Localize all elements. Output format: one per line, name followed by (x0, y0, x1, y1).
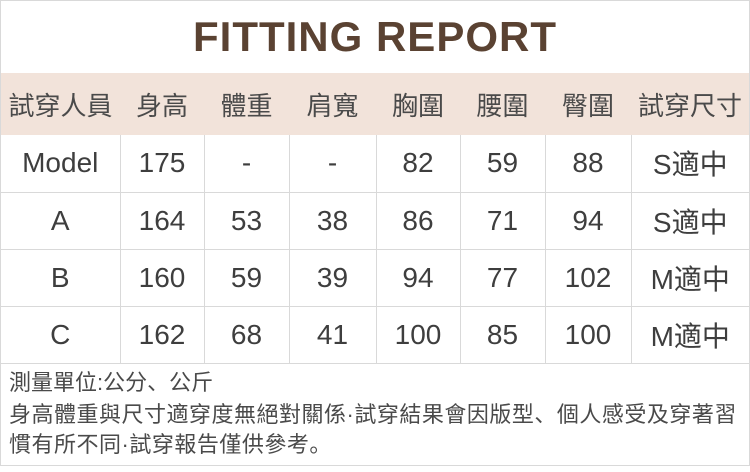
cell-shoulder: - (288, 135, 376, 192)
cell-shoulder: 38 (288, 191, 376, 249)
cell-shoulder: 39 (288, 248, 376, 306)
cell-height: 175 (119, 135, 204, 192)
cell-hip: 94 (544, 191, 631, 249)
measurement-unit-note: 測量單位:公分、公斤 (9, 370, 214, 395)
footer-notes: 測量單位:公分、公斤 身高體重與尺寸適穿度無絕對關係·試穿結果會因版型、個人感受… (1, 363, 749, 460)
header-hip: 臀圍 (545, 73, 631, 135)
header-tester: 試穿人員 (1, 73, 120, 135)
header-waist: 腰圍 (460, 73, 545, 135)
fitting-disclaimer: 身高體重與尺寸適穿度無絕對關係·試穿結果會因版型、個人感受及穿著習慣有所不同·試… (9, 402, 737, 457)
cell-tester: Model (22, 147, 99, 179)
cell-weight: 68 (203, 305, 289, 363)
cell-hip: 100 (544, 305, 631, 363)
cell-hip: 102 (544, 248, 631, 306)
cell-tester: C (1, 305, 120, 363)
cell-waist: 71 (459, 191, 545, 249)
page-title: FITTING REPORT (193, 13, 557, 60)
cell-tester: A (1, 191, 120, 249)
cell-weight: - (203, 135, 289, 192)
cell-height: 162 (119, 305, 204, 363)
header-fit-size: 試穿尺寸 (631, 73, 749, 135)
cell-height: 164 (119, 191, 204, 249)
cell-shoulder: 41 (288, 305, 376, 363)
header-bust: 胸圍 (376, 73, 460, 135)
cell-fit-size: S適中 (630, 135, 749, 192)
table-row-b: B 160 59 39 94 77 102 M適中 (1, 248, 749, 306)
cell-bust: 82 (375, 135, 460, 192)
cell-tester: B (1, 248, 120, 306)
cell-hip: 88 (544, 135, 631, 192)
table-row-model: Model 175 - - 82 59 88 S適中 (1, 135, 749, 192)
fitting-table: 試穿人員 身高 體重 肩寬 胸圍 腰圍 臀圍 試穿尺寸 Model 175 - … (1, 73, 749, 363)
table-row-c: C 162 68 41 100 85 100 M適中 (1, 305, 749, 363)
title-bar: FITTING REPORT (1, 1, 749, 73)
cell-bust: 100 (375, 305, 460, 363)
cell-waist: 85 (459, 305, 545, 363)
cell-height: 160 (119, 248, 204, 306)
cell-fit-size: M適中 (630, 248, 749, 306)
cell-weight: 59 (203, 248, 289, 306)
cell-bust: 86 (375, 191, 460, 249)
cell-weight: 53 (203, 191, 289, 249)
table-header-row: 試穿人員 身高 體重 肩寬 胸圍 腰圍 臀圍 試穿尺寸 (1, 73, 749, 135)
cell-waist: 59 (459, 135, 545, 192)
cell-bust: 94 (375, 248, 460, 306)
cell-waist: 77 (459, 248, 545, 306)
cell-fit-size: M適中 (630, 305, 749, 363)
cell-fit-size: S適中 (630, 191, 749, 249)
table-row-a: A 164 53 38 86 71 94 S適中 (1, 191, 749, 249)
header-weight: 體重 (204, 73, 289, 135)
header-shoulder: 肩寬 (289, 73, 376, 135)
header-height: 身高 (120, 73, 204, 135)
